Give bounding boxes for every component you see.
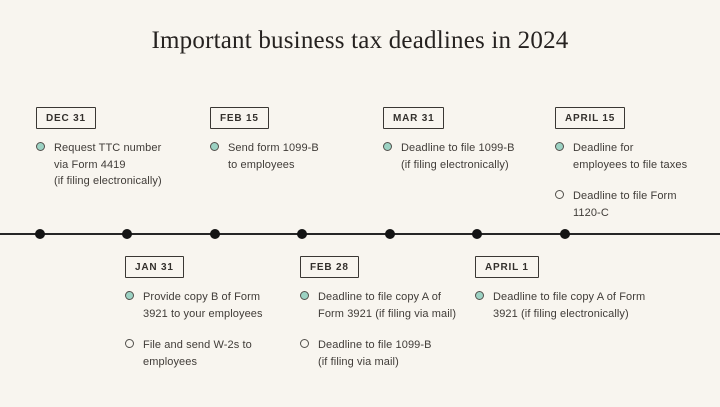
circle-bullet-icon xyxy=(300,339,309,348)
date-label: JAN 31 xyxy=(135,262,174,273)
deadline-list: Provide copy B of Form 3921 to your empl… xyxy=(125,289,310,370)
page-title: Important business tax deadlines in 2024 xyxy=(151,27,569,54)
timeline-event-jan-31: JAN 31 Provide copy B of Form 3921 to yo… xyxy=(125,256,310,370)
timeline-dot xyxy=(297,229,307,239)
deadline-text: Send form 1099-B to employees xyxy=(228,142,319,171)
date-badge: JAN 31 xyxy=(125,256,184,278)
date-badge: APRIL 15 xyxy=(555,107,626,129)
timeline-dot xyxy=(35,229,45,239)
deadline-item: Deadline to file Form 1120-C xyxy=(555,188,720,221)
deadline-text: Provide copy B of Form 3921 to your empl… xyxy=(143,291,263,320)
deadline-item: Deadline to file 1099-B (if filing via m… xyxy=(300,337,485,370)
deadline-text: Deadline for employees to file taxes xyxy=(573,142,688,171)
circle-bullet-icon xyxy=(555,190,564,199)
deadline-text: Deadline to file copy A of Form 3921 (if… xyxy=(318,291,457,320)
date-badge: DEC 31 xyxy=(36,107,96,129)
circle-bullet-icon xyxy=(475,291,484,300)
timeline-event-april-1: APRIL 1 Deadline to file copy A of Form … xyxy=(475,256,660,322)
deadline-item: Deadline to file 1099-B (if filing elect… xyxy=(383,140,568,173)
deadline-list: Deadline for employees to file taxes Dea… xyxy=(555,140,720,221)
timeline-event-mar-31: MAR 31 Deadline to file 1099-B (if filin… xyxy=(383,107,568,173)
deadline-item: Deadline for employees to file taxes xyxy=(555,140,720,173)
deadline-text: Deadline to file 1099-B (if filing via m… xyxy=(318,339,432,368)
deadline-list: Deadline to file copy A of Form 3921 (if… xyxy=(300,289,485,370)
timeline-axis xyxy=(0,233,720,235)
circle-bullet-icon xyxy=(125,291,134,300)
deadline-text: Deadline to file 1099-B (if filing elect… xyxy=(401,142,515,171)
timeline-dot xyxy=(385,229,395,239)
timeline-event-feb-15: FEB 15 Send form 1099-B to employees xyxy=(210,107,395,173)
deadline-text: Deadline to file Form 1120-C xyxy=(573,190,677,219)
date-label: APRIL 1 xyxy=(485,262,529,273)
deadline-item: Deadline to file copy A of Form 3921 (if… xyxy=(300,289,485,322)
timeline-dot xyxy=(210,229,220,239)
circle-bullet-icon xyxy=(300,291,309,300)
circle-bullet-icon xyxy=(555,142,564,151)
timeline-event-feb-28: FEB 28 Deadline to file copy A of Form 3… xyxy=(300,256,485,370)
timeline-dot xyxy=(472,229,482,239)
date-badge: MAR 31 xyxy=(383,107,445,129)
date-label: FEB 15 xyxy=(220,113,259,124)
deadline-text: Request TTC number via Form 4419 (if fil… xyxy=(54,142,162,187)
deadline-text: Deadline to file copy A of Form 3921 (if… xyxy=(493,291,646,320)
timeline-dot xyxy=(122,229,132,239)
circle-bullet-icon xyxy=(383,142,392,151)
deadline-item: File and send W-2s to employees xyxy=(125,337,310,370)
date-label: FEB 28 xyxy=(310,262,349,273)
date-badge: APRIL 1 xyxy=(475,256,539,278)
deadline-list: Request TTC number via Form 4419 (if fil… xyxy=(36,140,221,190)
circle-bullet-icon xyxy=(125,339,134,348)
timeline-dot xyxy=(560,229,570,239)
deadline-text: File and send W-2s to employees xyxy=(143,339,252,368)
deadline-item: Deadline to file copy A of Form 3921 (if… xyxy=(475,289,660,322)
deadline-list: Deadline to file 1099-B (if filing elect… xyxy=(383,140,568,173)
timeline-event-dec-31: DEC 31 Request TTC number via Form 4419 … xyxy=(36,107,221,190)
deadline-item: Provide copy B of Form 3921 to your empl… xyxy=(125,289,310,322)
deadline-item: Request TTC number via Form 4419 (if fil… xyxy=(36,140,221,190)
deadline-list: Send form 1099-B to employees xyxy=(210,140,395,173)
date-label: APRIL 15 xyxy=(565,113,616,124)
timeline-event-april-15: APRIL 15 Deadline for employees to file … xyxy=(555,107,720,221)
date-label: DEC 31 xyxy=(46,113,86,124)
date-badge: FEB 28 xyxy=(300,256,359,278)
date-label: MAR 31 xyxy=(393,113,435,124)
circle-bullet-icon xyxy=(36,142,45,151)
deadline-list: Deadline to file copy A of Form 3921 (if… xyxy=(475,289,660,322)
deadline-item: Send form 1099-B to employees xyxy=(210,140,395,173)
circle-bullet-icon xyxy=(210,142,219,151)
date-badge: FEB 15 xyxy=(210,107,269,129)
